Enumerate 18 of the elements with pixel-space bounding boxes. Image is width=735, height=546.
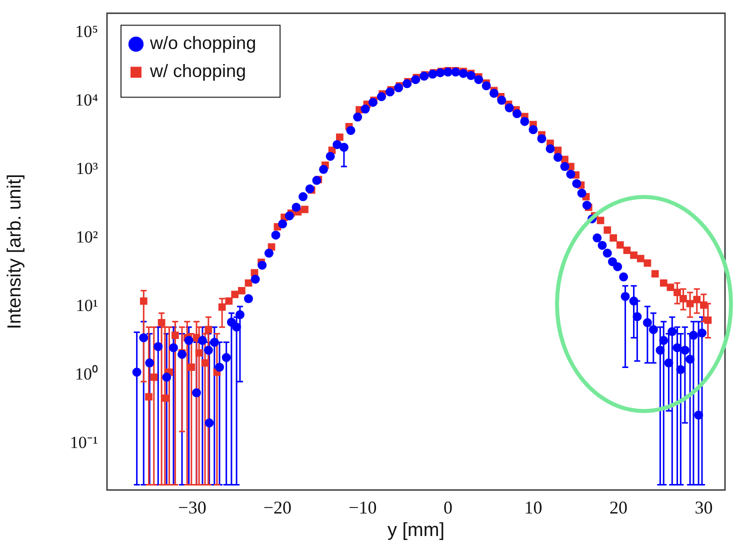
y-tick-label: 10¹ bbox=[76, 296, 98, 315]
y-tick-label: 10⁻¹ bbox=[70, 433, 98, 452]
x-tick-label: 10 bbox=[524, 498, 542, 518]
x-tick-label: −10 bbox=[348, 498, 377, 518]
x-tick-label: −30 bbox=[178, 498, 206, 518]
legend-label: w/o chopping bbox=[149, 33, 256, 54]
y-tick-label: 10³ bbox=[76, 158, 98, 178]
x-axis-title: y [mm] bbox=[388, 520, 444, 541]
x-tick-label: 20 bbox=[609, 498, 628, 518]
y-tick-label: 10⁵ bbox=[75, 22, 98, 41]
x-tick-label: −20 bbox=[263, 498, 292, 518]
legend-label: w/ chopping bbox=[149, 61, 246, 82]
y-axis-title: Intensity [arb. unit] bbox=[4, 174, 26, 330]
y-tick-label: 10² bbox=[76, 227, 98, 246]
x-tick-label: 30 bbox=[694, 498, 713, 518]
x-tick-label: 0 bbox=[443, 498, 452, 518]
y-tick-label: 10⁰ bbox=[75, 364, 98, 384]
y-tick-label: 10⁴ bbox=[75, 90, 98, 110]
